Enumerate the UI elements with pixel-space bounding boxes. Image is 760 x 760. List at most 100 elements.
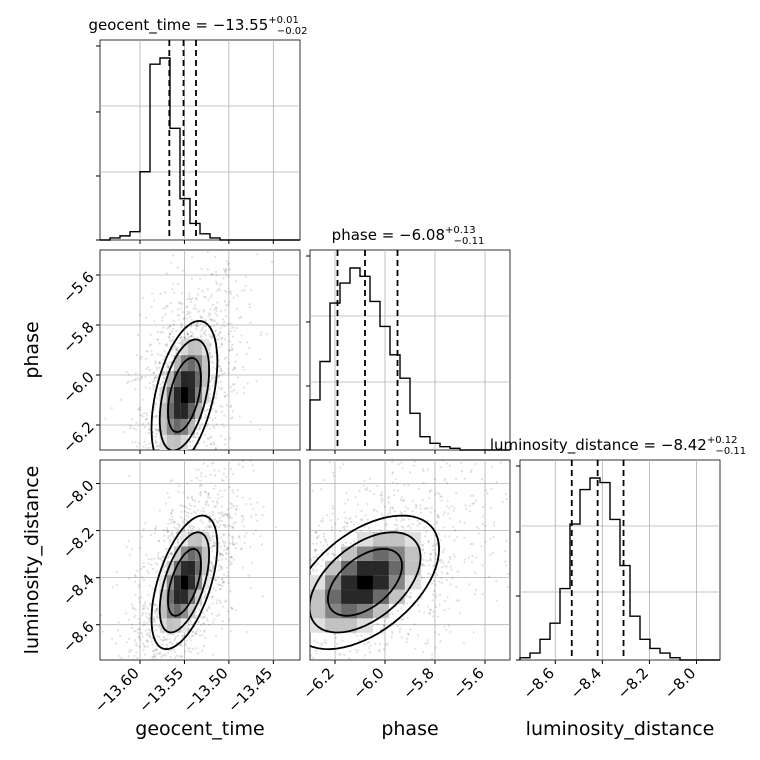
scatter-point	[313, 659, 315, 660]
scatter-point	[409, 628, 412, 631]
scatter-point	[171, 633, 174, 636]
scatter-point	[190, 474, 192, 476]
scatter-point	[208, 351, 212, 355]
density-cell	[180, 560, 188, 576]
xlabel-phase: phase	[381, 718, 438, 740]
scatter-point	[477, 527, 480, 530]
scatter-point	[219, 512, 222, 515]
scatter-point	[180, 661, 182, 663]
density-cell	[372, 531, 389, 547]
scatter-point	[160, 461, 162, 463]
scatter-point	[216, 468, 218, 470]
scatter-point	[227, 516, 230, 519]
scatter-point	[186, 497, 189, 500]
scatter-point	[220, 369, 223, 372]
scatter-point	[191, 498, 195, 502]
scatter-point	[343, 521, 346, 524]
scatter-point	[209, 568, 212, 571]
scatter-point	[128, 475, 131, 478]
scatter-point	[421, 548, 424, 551]
scatter-point	[143, 578, 146, 582]
scatter-point	[127, 380, 130, 383]
scatter-point	[169, 540, 172, 543]
scatter-point	[223, 513, 226, 516]
scatter-point	[203, 308, 206, 312]
density-cell	[173, 546, 181, 561]
scatter-point	[128, 721, 130, 723]
scatter-point	[432, 615, 435, 618]
scatter-point	[303, 587, 305, 589]
density-cell	[159, 603, 167, 619]
scatter-point	[202, 645, 205, 648]
scatter-point	[409, 591, 412, 594]
scatter-point	[172, 327, 175, 331]
scatter-point	[209, 449, 212, 450]
scatter-point	[310, 529, 311, 532]
scatter-point	[140, 376, 143, 379]
scatter-point	[422, 558, 425, 561]
scatter-point	[269, 706, 271, 708]
scatter-point	[489, 537, 492, 541]
scatter-point	[453, 553, 456, 556]
scatter-point	[236, 294, 239, 297]
scatter-point	[295, 678, 297, 680]
scatter-point	[357, 665, 359, 667]
scatter-point	[202, 622, 205, 625]
scatter-point	[210, 334, 213, 337]
scatter-point	[504, 560, 507, 563]
scatter-point	[225, 291, 228, 294]
scatter-point	[164, 371, 167, 374]
scatter-point	[208, 355, 212, 358]
density-cell	[180, 531, 188, 547]
scatter-point	[141, 740, 143, 742]
scatter-point	[362, 660, 364, 662]
scatter-point	[134, 614, 137, 617]
scatter-point	[131, 488, 133, 490]
scatter-point	[416, 634, 420, 637]
scatter-point	[396, 489, 400, 492]
scatter-point	[173, 639, 176, 642]
scatter-point	[280, 543, 282, 545]
scatter-point	[214, 306, 217, 309]
scatter-point	[174, 637, 177, 641]
scatter-point	[222, 639, 224, 641]
scatter-point	[223, 425, 226, 428]
scatter-point	[190, 318, 193, 321]
scatter-point	[395, 518, 398, 522]
scatter-point	[219, 331, 222, 334]
scatter-point	[166, 305, 169, 308]
scatter-point	[206, 242, 208, 244]
scatter-point	[222, 541, 225, 544]
scatter-point	[131, 623, 134, 626]
scatter-point	[400, 618, 404, 621]
scatter-point	[158, 651, 162, 654]
y-tick-label: −8.6	[59, 618, 97, 656]
scatter-point	[150, 503, 152, 505]
scatter-point	[180, 336, 183, 339]
scatter-point	[136, 333, 140, 337]
scatter-point	[288, 575, 290, 577]
scatter-point	[241, 465, 245, 468]
scatter-point	[260, 331, 263, 334]
scatter-point	[212, 366, 215, 369]
scatter-point	[230, 348, 233, 351]
scatter-point	[146, 645, 149, 648]
scatter-point	[145, 616, 148, 619]
scatter-point	[139, 313, 142, 316]
scatter-point	[202, 474, 204, 476]
scatter-point	[221, 620, 224, 623]
scatter-point	[326, 553, 329, 556]
scatter-point	[224, 309, 227, 312]
scatter-point	[132, 713, 134, 715]
scatter-point	[175, 641, 179, 644]
scatter-point	[210, 462, 213, 465]
scatter-point	[219, 326, 222, 330]
scatter-point	[150, 507, 152, 509]
scatter-point	[427, 540, 430, 543]
scatter-point	[354, 671, 356, 673]
density-cell	[341, 589, 358, 604]
scatter-point	[464, 504, 467, 507]
scatter-point	[206, 422, 209, 426]
scatter-point	[133, 378, 136, 381]
scatter-point	[504, 550, 507, 553]
